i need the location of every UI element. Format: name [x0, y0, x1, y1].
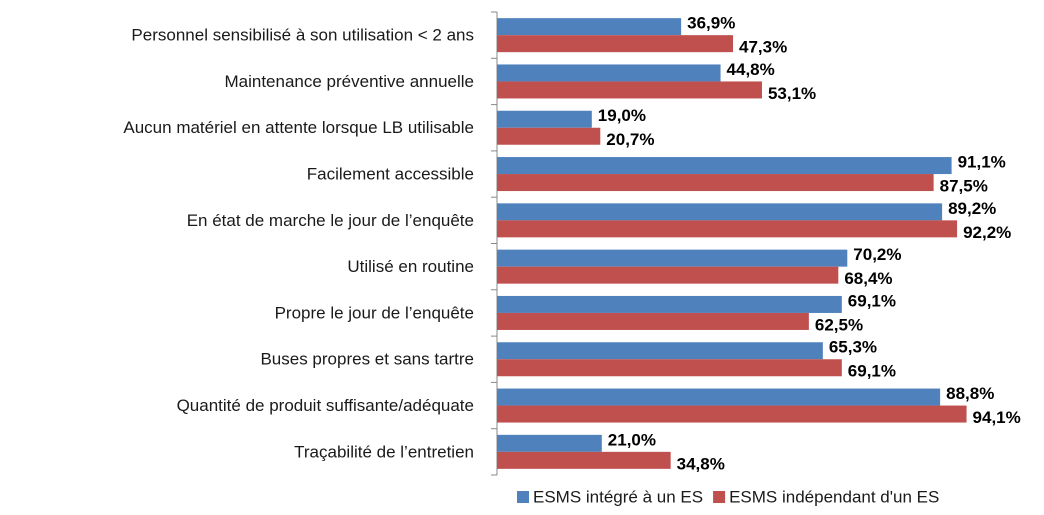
- bar: [497, 266, 839, 284]
- category-label: Traçabilité de l’entretien: [294, 442, 474, 461]
- category-label: Propre le jour de l’enquête: [275, 303, 474, 322]
- bar: [497, 110, 592, 128]
- value-label: 34,8%: [677, 454, 725, 473]
- bar: [497, 174, 934, 192]
- category-label: Maintenance préventive annuelle: [224, 72, 474, 91]
- bar: [497, 64, 721, 82]
- bar: [497, 18, 682, 36]
- value-label: 68,4%: [844, 269, 892, 288]
- value-label: 47,3%: [739, 38, 787, 57]
- legend-label: ESMS intégré à un ES: [533, 487, 703, 506]
- legend-swatch: [713, 491, 726, 503]
- value-label: 62,5%: [815, 315, 863, 334]
- value-label: 69,1%: [848, 291, 896, 310]
- value-label: 44,8%: [727, 60, 775, 79]
- bar: [497, 434, 602, 452]
- bar: [497, 388, 941, 406]
- value-label: 69,1%: [848, 362, 896, 381]
- category-label: En état de marche le jour de l’enquête: [187, 211, 474, 230]
- value-label: 65,3%: [829, 338, 877, 357]
- value-label: 87,5%: [940, 177, 988, 196]
- category-label: Personnel sensibilisé à son utilisation …: [131, 26, 474, 45]
- value-label: 70,2%: [853, 245, 901, 264]
- value-label: 20,7%: [606, 130, 654, 149]
- bar: [497, 451, 671, 469]
- legend-swatch: [517, 491, 529, 503]
- value-label: 91,1%: [958, 153, 1006, 172]
- value-label: 19,0%: [598, 106, 646, 125]
- value-label: 94,1%: [973, 408, 1021, 427]
- value-label: 92,2%: [963, 223, 1011, 242]
- category-label: Aucun matériel en attente lorsque LB uti…: [123, 118, 474, 137]
- bar: [497, 81, 762, 99]
- bar: [497, 359, 842, 377]
- category-label: Utilisé en routine: [347, 257, 474, 276]
- bar: [497, 342, 823, 360]
- bar: [497, 249, 848, 267]
- value-label: 36,9%: [687, 14, 735, 33]
- value-label: 53,1%: [768, 84, 816, 103]
- bar: [497, 157, 952, 175]
- value-label: 89,2%: [948, 199, 996, 218]
- bar: [497, 405, 967, 423]
- category-label: Facilement accessible: [307, 165, 474, 184]
- bar: [497, 220, 958, 238]
- category-label: Buses propres et sans tartre: [260, 350, 474, 369]
- bar: [497, 203, 943, 221]
- bar: [497, 35, 734, 53]
- value-label: 88,8%: [946, 384, 994, 403]
- bar: [497, 127, 601, 145]
- value-label: 21,0%: [608, 430, 656, 449]
- bar: [497, 312, 809, 330]
- category-label: Quantité de produit suffisante/adéquate: [177, 396, 474, 415]
- legend-label: ESMS indépendant d'un ES: [729, 487, 939, 506]
- bar: [497, 295, 842, 313]
